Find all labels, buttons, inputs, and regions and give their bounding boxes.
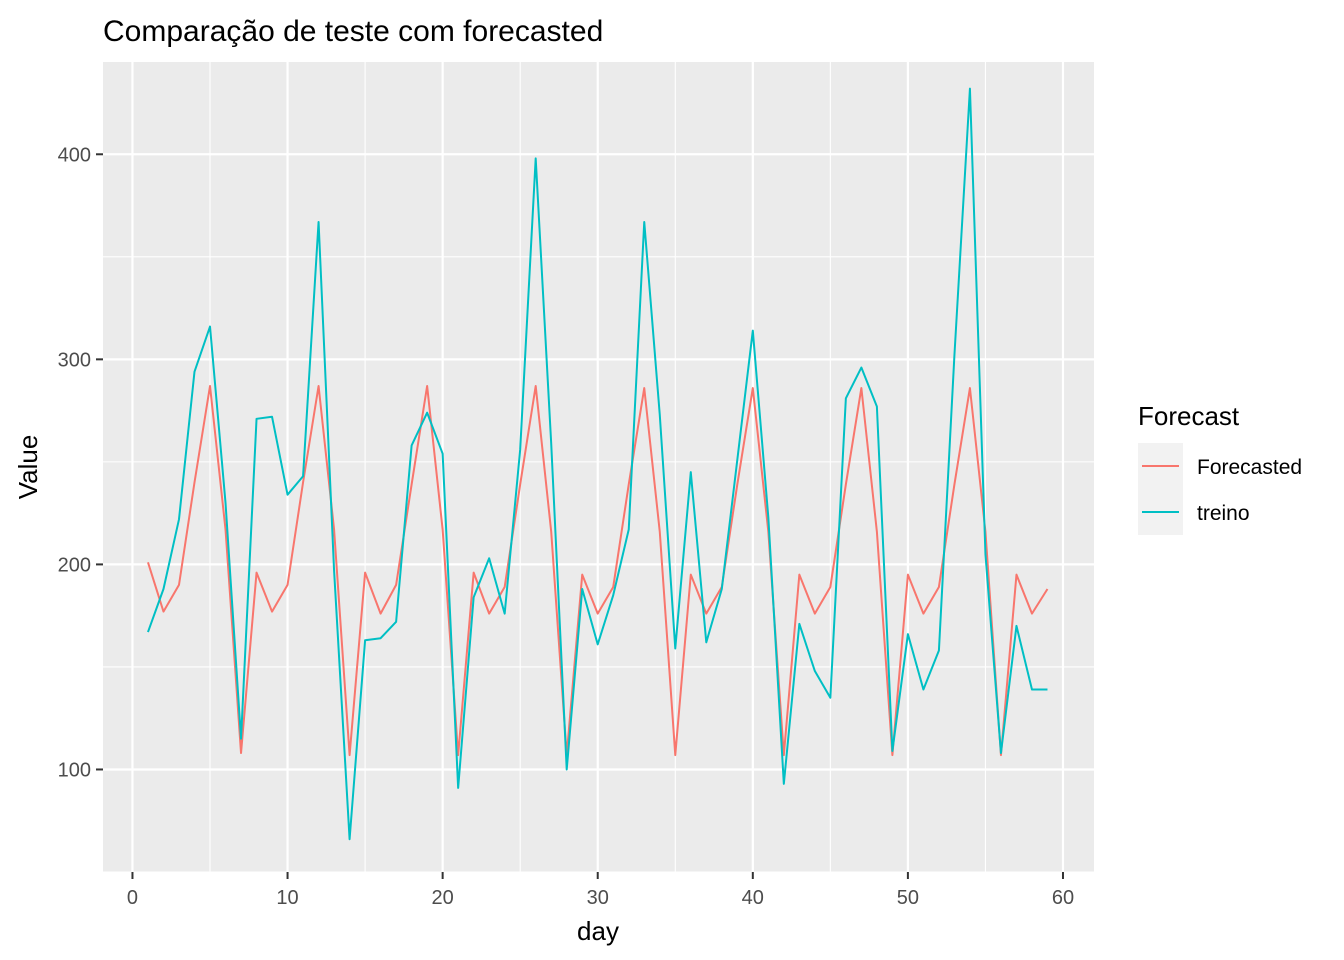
x-tick-label: 20 (432, 887, 454, 909)
x-tick-label: 60 (1052, 887, 1074, 909)
x-tick-label: 40 (742, 887, 764, 909)
x-tick-label: 0 (127, 887, 138, 909)
series-line-forecasted (147, 385, 1049, 757)
series-line-treino (147, 87, 1048, 841)
x-tick-label: 50 (897, 887, 919, 909)
series-layer (147, 87, 1049, 841)
x-axis: 0 10 20 30 40 50 60 (127, 872, 1074, 909)
legend-title: Forecast (1138, 401, 1240, 431)
grid-major (103, 62, 1094, 872)
x-tick-label: 10 (276, 887, 298, 909)
y-tick-label: 200 (58, 554, 91, 576)
y-axis: 100 200 300 400 (58, 144, 103, 781)
legend-label: treino (1197, 502, 1250, 525)
legend: Forecast Forecasted treino (1138, 401, 1302, 535)
y-axis-title: Value (13, 435, 43, 500)
y-tick-label: 100 (58, 759, 91, 781)
y-tick-label: 300 (58, 349, 91, 371)
x-axis-title: day (577, 916, 619, 946)
legend-label: Forecasted (1197, 456, 1302, 479)
y-tick-label: 400 (58, 144, 91, 166)
chart-title: Comparação de teste com forecasted (103, 15, 603, 48)
x-tick-label: 30 (587, 887, 609, 909)
